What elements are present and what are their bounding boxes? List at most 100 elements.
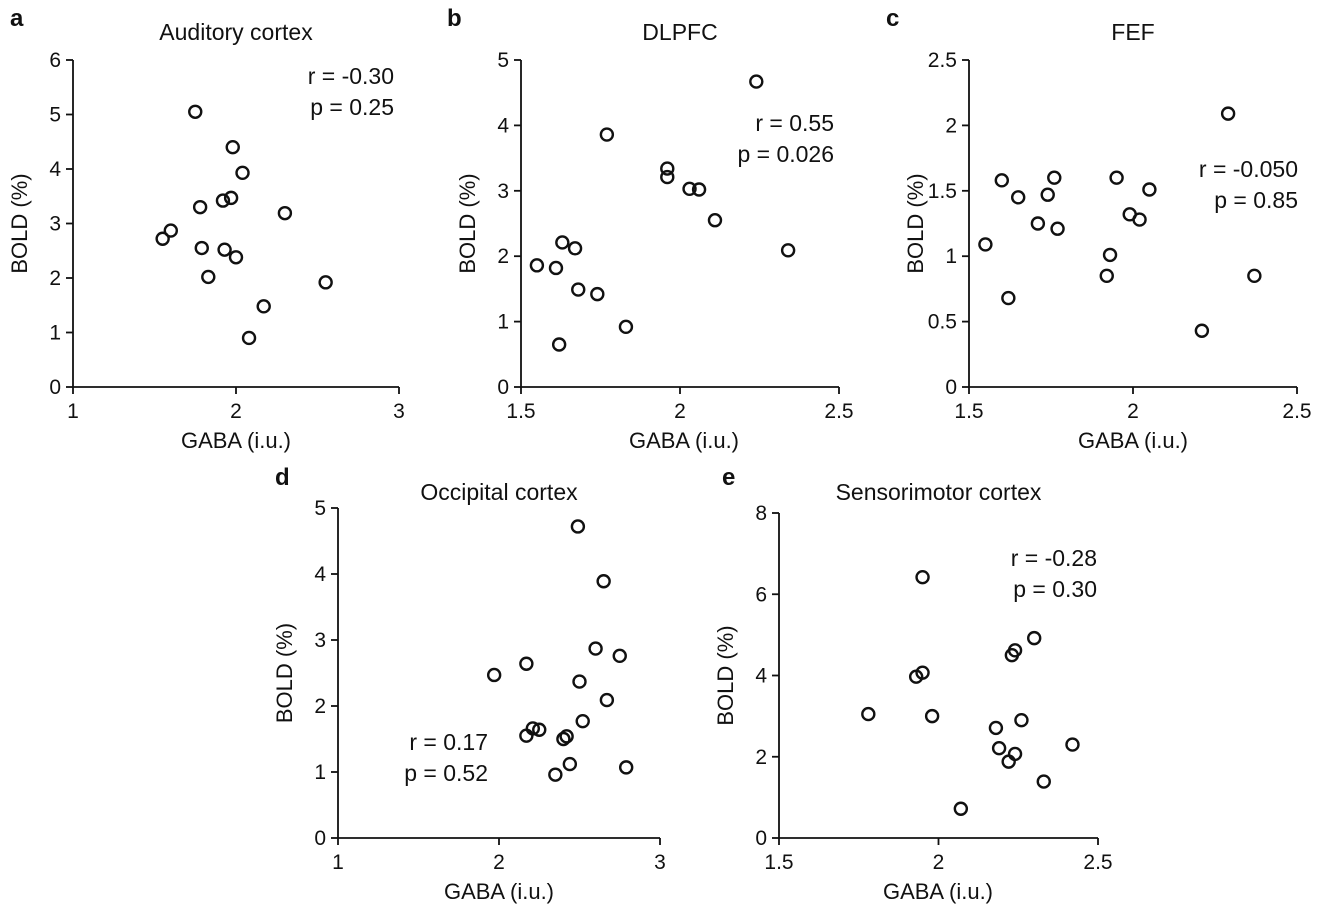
y-tick-label: 2.5	[928, 49, 957, 72]
x-tick-label: 1.5	[954, 400, 983, 423]
x-tick-label: 2	[493, 851, 505, 874]
y-tick-label: 1	[945, 245, 957, 268]
stats-annotation-line: r = 0.55	[755, 110, 834, 136]
stats-annotation-line: p = 0.52	[404, 760, 488, 786]
data-point	[201, 269, 216, 285]
y-tick-label: 2	[497, 245, 509, 268]
data-point	[590, 286, 605, 302]
data-point	[556, 731, 571, 747]
data-point	[749, 74, 764, 89]
x-tick-label: 2	[230, 400, 242, 423]
panel-title: Occipital cortex	[420, 479, 578, 505]
y-tick-label: 0.5	[928, 311, 957, 334]
data-point	[599, 692, 615, 708]
x-tick-label: 1	[67, 400, 79, 423]
data-point	[618, 319, 634, 335]
data-point	[1040, 187, 1055, 202]
y-tick-label: 5	[497, 49, 509, 72]
panel-letter: e	[722, 464, 735, 491]
y-tick-label: 0	[497, 376, 509, 399]
y-tick-label: 8	[755, 502, 767, 525]
y-tick-label: 2	[755, 746, 767, 769]
data-point	[551, 337, 567, 352]
data-point	[241, 330, 257, 346]
x-tick-label: 2.5	[824, 400, 853, 423]
data-point	[908, 669, 924, 684]
data-point	[994, 173, 1009, 188]
panel-letter: b	[447, 5, 462, 32]
y-tick-label: 1	[497, 311, 509, 334]
data-point	[1247, 268, 1262, 284]
data-point	[612, 648, 627, 664]
y-tick-label: 1	[314, 761, 326, 784]
y-tick-label: 3	[497, 180, 509, 203]
panel-title: FEF	[1111, 19, 1154, 45]
y-tick-label: 6	[755, 583, 767, 606]
x-tick-label: 2.5	[1083, 851, 1112, 874]
y-tick-label: 2	[49, 267, 61, 290]
stats-annotation-line: r = 0.17	[409, 729, 488, 755]
data-point	[192, 199, 208, 215]
x-tick-label: 1.5	[506, 400, 535, 423]
data-point	[519, 728, 534, 743]
data-point	[978, 237, 993, 252]
data-point	[318, 275, 333, 290]
data-point	[1132, 212, 1147, 227]
data-point	[217, 242, 232, 257]
data-point	[1014, 712, 1029, 728]
data-point	[1007, 746, 1023, 762]
data-point	[277, 205, 293, 221]
stats-annotation-line: r = -0.050	[1199, 156, 1298, 182]
y-tick-label: 0	[755, 827, 767, 850]
panel-letter: d	[275, 464, 290, 491]
panel-letter: c	[886, 5, 899, 32]
y-axis-label: BOLD (%)	[903, 173, 928, 273]
data-point	[188, 104, 203, 119]
data-point	[1047, 170, 1062, 185]
y-tick-label: 4	[49, 158, 61, 181]
panel-b: b DLPFC 0 1 2 3 4 5 1.5 2 2.5 GABA (i.u.) BOLD (%) r …	[447, 5, 854, 453]
panel-e: e Sensorimotor cortex 0 2 4 6 8 1.5 2 2.5 GABA (i.…	[713, 464, 1113, 904]
y-tick-label: 4	[755, 665, 767, 688]
data-point	[228, 250, 244, 265]
data-point	[1099, 268, 1114, 284]
data-point	[235, 165, 250, 181]
y-tick-label: 5	[314, 497, 326, 520]
x-axis-label: GABA (i.u.)	[1078, 428, 1188, 453]
x-axis-label: GABA (i.u.)	[181, 428, 291, 453]
stats-annotation-line: p = 0.85	[1214, 187, 1298, 213]
data-point	[486, 667, 502, 683]
y-tick-label: 4	[497, 114, 509, 137]
y-tick-label: 3	[314, 629, 326, 652]
data-point	[682, 181, 697, 197]
y-tick-label: 1.5	[928, 180, 957, 203]
data-point	[1011, 190, 1026, 205]
data-point	[1102, 247, 1118, 263]
y-axis-label: BOLD (%)	[455, 173, 480, 273]
data-point	[223, 190, 239, 206]
axes	[968, 60, 1297, 388]
y-tick-label: 2	[945, 114, 957, 137]
panel-title: Sensorimotor cortex	[836, 479, 1042, 505]
x-tick-label: 1	[332, 851, 344, 874]
data-point	[599, 127, 615, 142]
y-tick-label: 1	[49, 322, 61, 345]
data-point	[571, 282, 586, 297]
x-tick-label: 2	[1127, 400, 1139, 423]
stats-annotation-line: r = -0.28	[1011, 545, 1097, 571]
data-point	[861, 706, 876, 722]
data-point	[988, 720, 1004, 736]
data-point	[559, 729, 574, 744]
y-tick-label: 6	[49, 49, 61, 72]
data-point	[567, 241, 583, 256]
data-point	[1220, 106, 1236, 121]
data-point	[194, 240, 209, 256]
data-point	[1036, 774, 1051, 789]
y-tick-label: 0	[49, 376, 61, 399]
stats-annotation-line: p = 0.25	[310, 94, 394, 120]
data-point	[953, 801, 969, 816]
data-point	[532, 722, 547, 737]
